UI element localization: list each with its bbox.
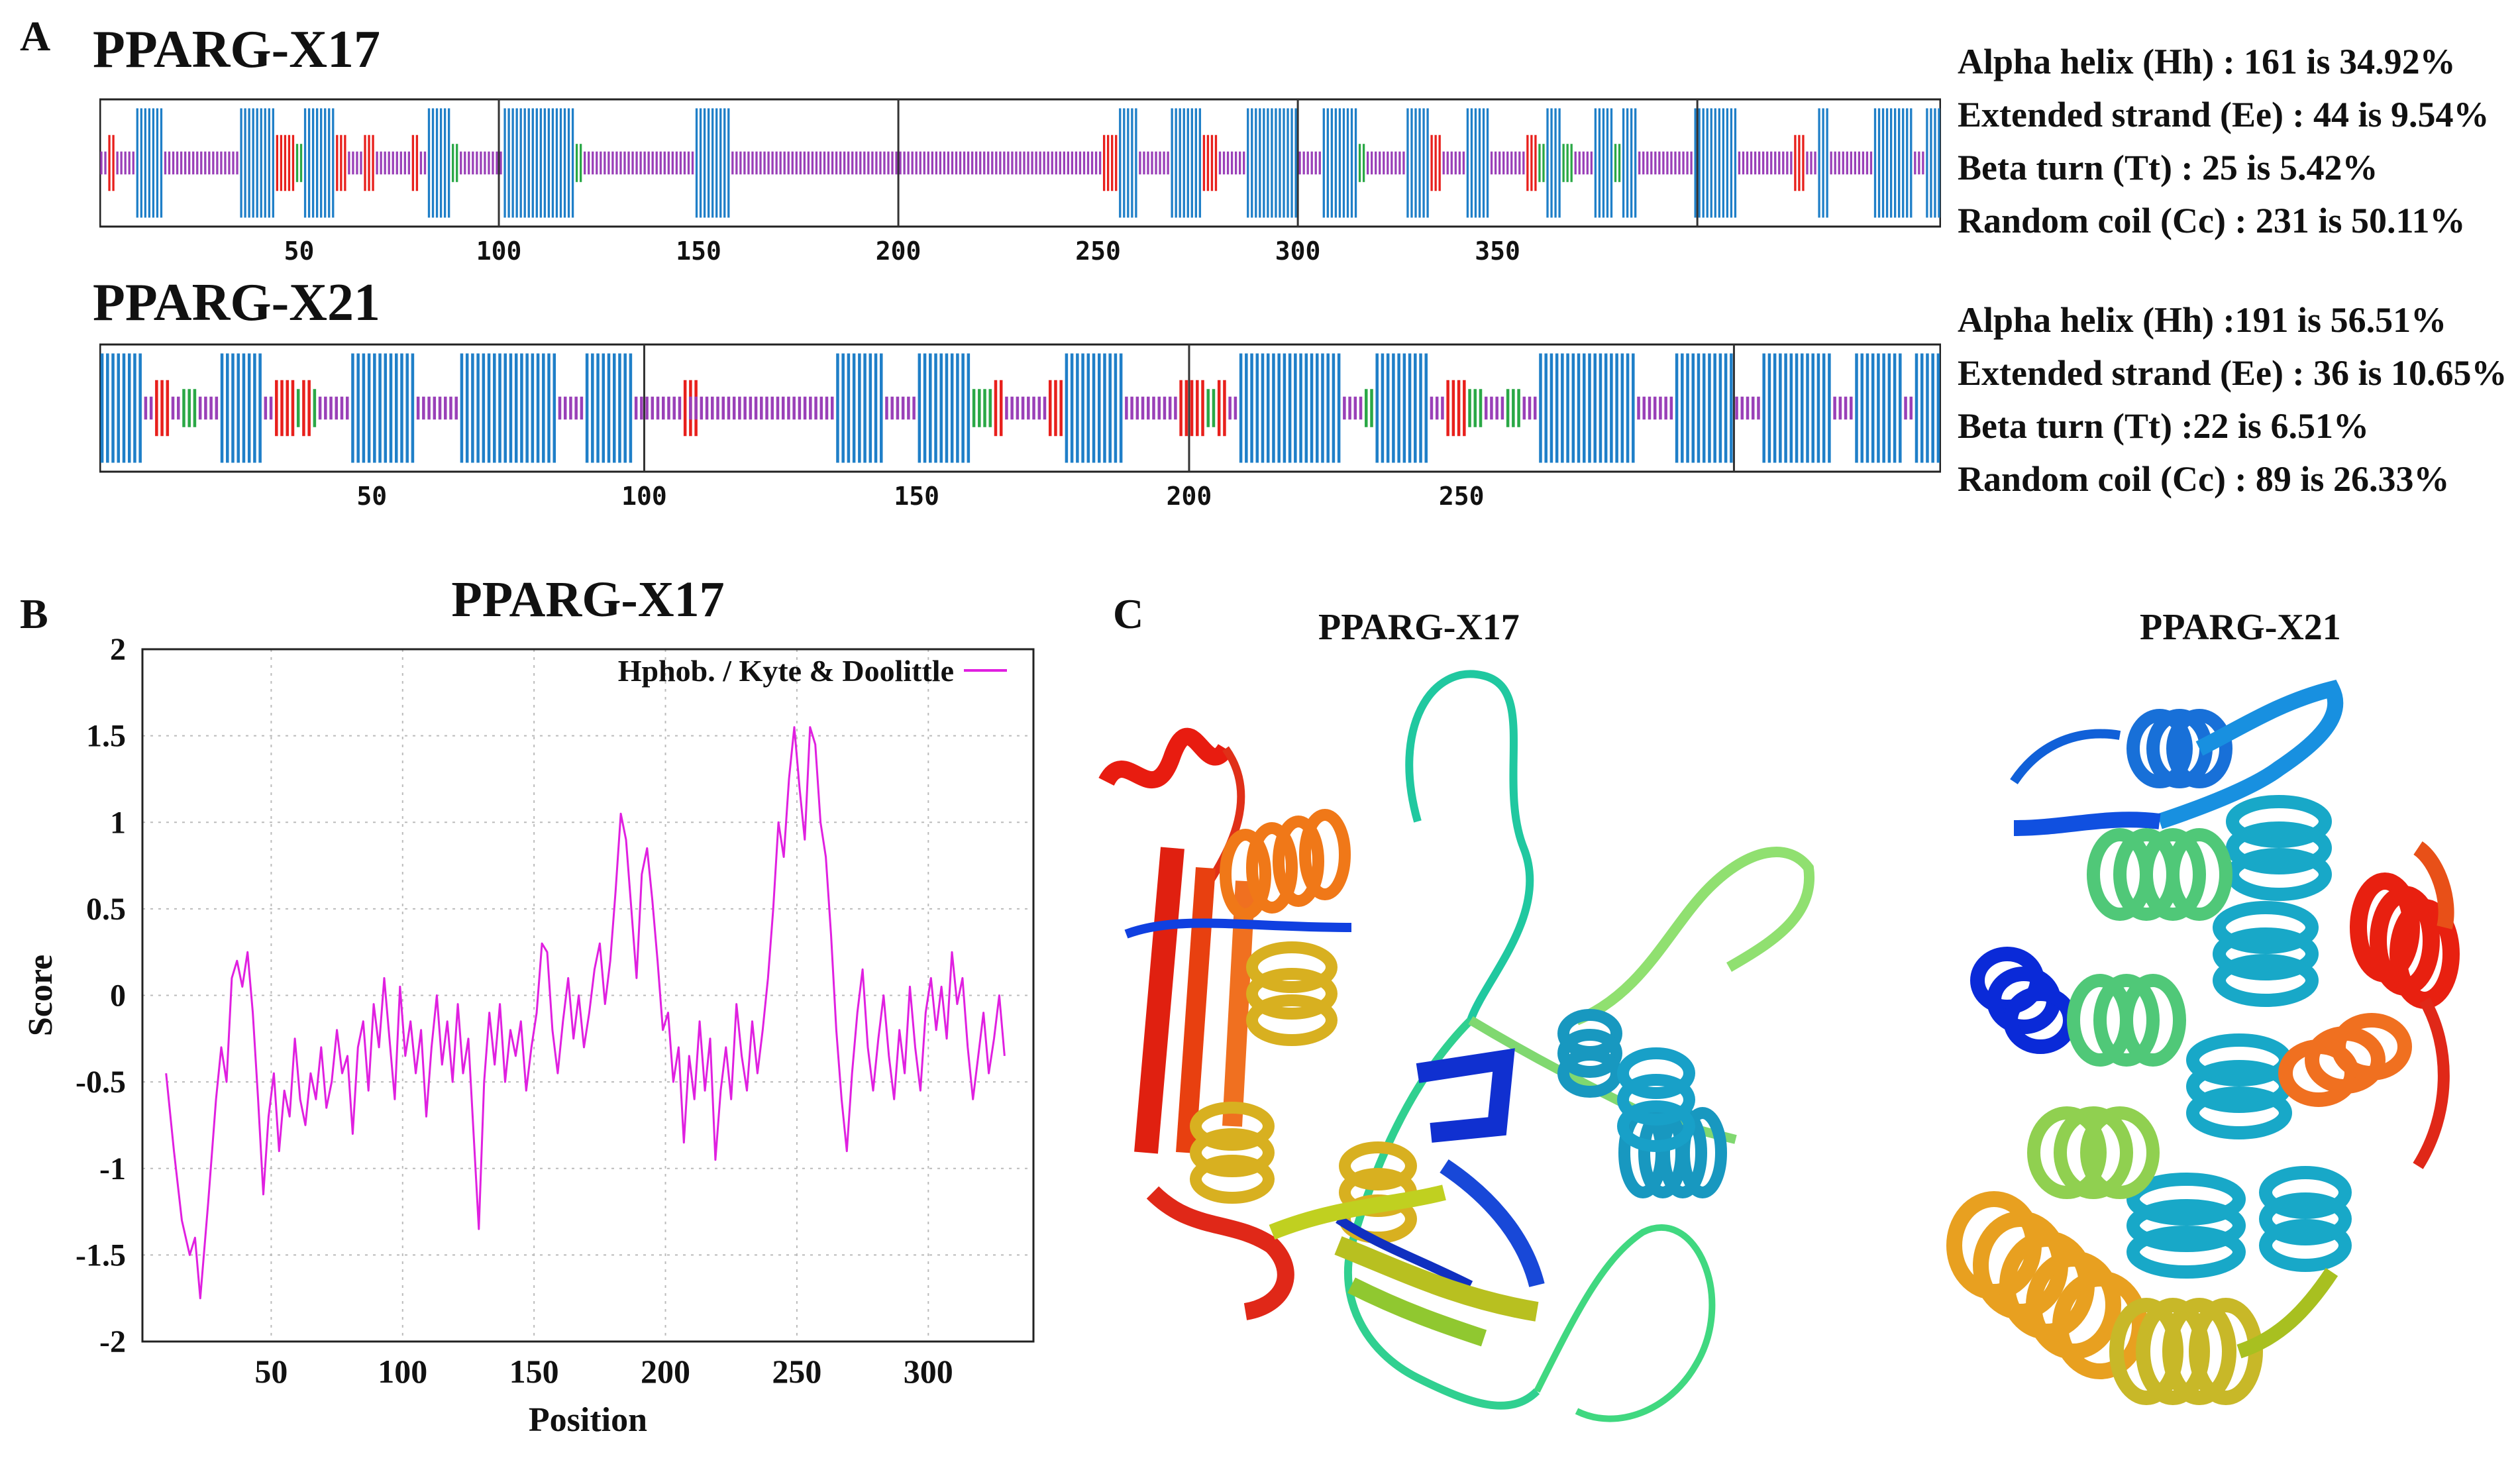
- secondary-structure-track-x17: 50 100 150 200 250 300 350: [99, 98, 1941, 266]
- stat-extended-strand: Extended strand (Ee) : 36 is 10.65%: [1958, 353, 2507, 393]
- y-tick-label: 1: [110, 805, 126, 840]
- stat-random-coil: Random coil (Cc) : 231 is 50.11%: [1958, 201, 2466, 240]
- chart-title: PPARG-X17: [451, 572, 724, 627]
- stat-alpha-helix: Alpha helix (Hh) : 161 is 34.92%: [1958, 42, 2456, 81]
- y-tick-label: -0.5: [76, 1065, 126, 1100]
- stat-random-coil: Random coil (Cc) : 89 is 26.33%: [1958, 459, 2450, 499]
- x-tick-label: 100: [378, 1353, 427, 1390]
- track-frame: [99, 98, 1941, 228]
- stat-alpha-helix: Alpha helix (Hh) :191 is 56.51%: [1958, 300, 2447, 340]
- x-axis-label: Position: [529, 1401, 647, 1439]
- track-title-x17: PPARG-X17: [93, 21, 380, 79]
- track-axis-tick-label: 100: [476, 237, 522, 266]
- structure-title-x21: PPARG-X21: [2140, 607, 2341, 648]
- y-tick-label: 0.5: [86, 892, 126, 927]
- hydrophobicity-series-line: [165, 726, 1006, 1300]
- x-tick-label: 200: [641, 1353, 690, 1390]
- track-axis-tick-label: 150: [894, 482, 939, 511]
- track-frame: [99, 343, 1941, 473]
- track-axis-tick-label: 200: [1167, 482, 1212, 511]
- y-axis-label: Score: [22, 955, 60, 1036]
- track-axis-tick-label: 300: [1275, 237, 1321, 266]
- stat-beta-turn: Beta turn (Tt) : 25 is 5.42%: [1958, 148, 2378, 187]
- plot-frame: [141, 648, 1035, 1343]
- y-tick-label: 0: [110, 978, 126, 1014]
- y-tick-label: -2: [99, 1324, 126, 1359]
- legend-label: Hphob. / Kyte & Doolittle: [618, 654, 954, 688]
- x-tick-label: 250: [772, 1353, 821, 1390]
- track-axis-tick-label: 50: [284, 237, 315, 266]
- y-tick-label: 2: [110, 632, 126, 667]
- stats-x17: Alpha helix (Hh) : 161 is 34.92% Extende…: [1958, 41, 2490, 253]
- panel-c-label: C: [1113, 590, 1144, 637]
- panel-b-label: B: [20, 590, 48, 637]
- panel-a-label: A: [20, 13, 51, 60]
- stat-extended-strand: Extended strand (Ee) : 44 is 9.54%: [1958, 95, 2490, 134]
- y-tick-label: 1.5: [86, 719, 126, 754]
- track-axis-tick-label: 50: [356, 482, 387, 511]
- y-tick-label: -1: [99, 1151, 126, 1186]
- protein-ribbon-x21: [1946, 680, 2460, 1405]
- structure-title-x17: PPARG-X17: [1318, 607, 1520, 648]
- stats-x21: Alpha helix (Hh) :191 is 56.51% Extended…: [1958, 299, 2507, 511]
- protein-ribbon-x17: [1098, 670, 1815, 1422]
- track-title-x21: PPARG-X21: [93, 274, 380, 332]
- stat-beta-turn: Beta turn (Tt) :22 is 6.51%: [1958, 406, 2369, 446]
- x-tick-label: 300: [904, 1353, 953, 1390]
- x-tick-label: 50: [254, 1353, 288, 1390]
- track-axis-tick-label: 100: [621, 482, 667, 511]
- x-tick-label: 150: [509, 1353, 559, 1390]
- track-axis-tick-label: 150: [676, 237, 721, 266]
- track-axis-tick-label: 250: [1439, 482, 1485, 511]
- secondary-structure-track-x21: 50 100 150 200 250: [99, 343, 1941, 511]
- track-axis-tick-label: 350: [1475, 237, 1520, 266]
- track-axis-tick-label: 200: [876, 237, 921, 266]
- track-axis-tick-label: 250: [1075, 237, 1121, 266]
- y-tick-label: -1.5: [76, 1238, 126, 1273]
- hydrophobicity-chart: PPARG-X17 2 1.5 1 0.5 0 -0.5 -1 -1.5 -2 50 100 150 20…: [22, 572, 1035, 1439]
